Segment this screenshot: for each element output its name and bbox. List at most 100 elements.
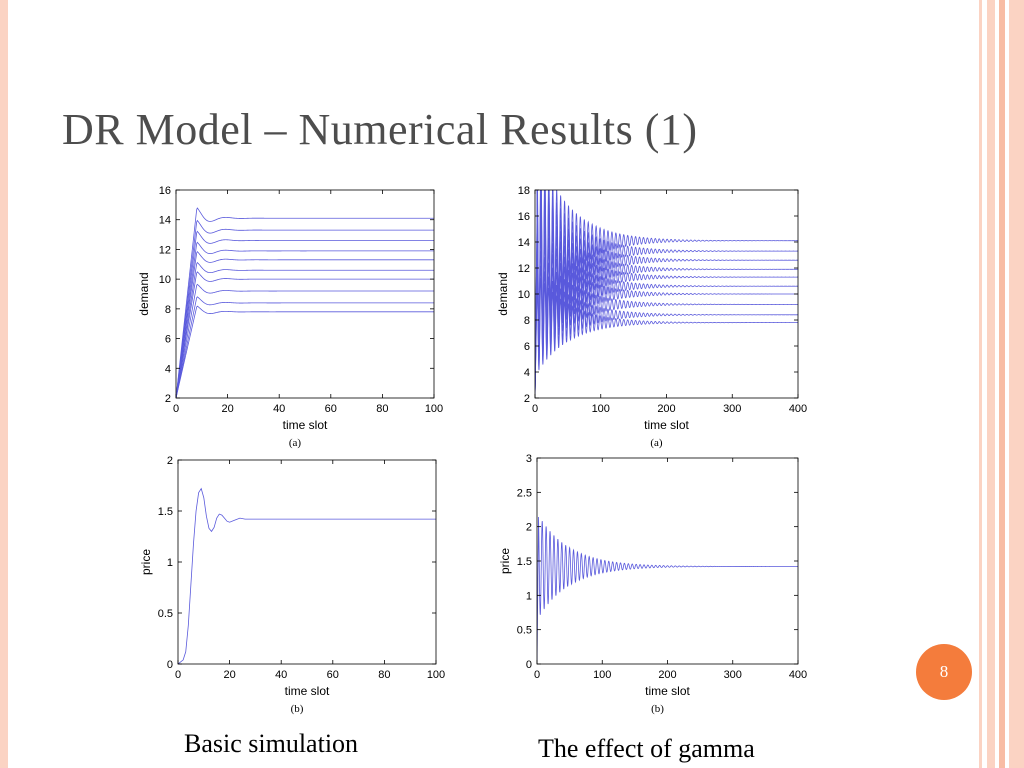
x-tick-label: 100 xyxy=(427,669,445,681)
slide-title: DR Model – Numerical Results (1) xyxy=(62,105,698,154)
x-tick-label: 200 xyxy=(658,669,676,681)
x-tick-label: 100 xyxy=(592,403,610,415)
y-tick-label: 4 xyxy=(165,363,171,375)
x-tick-label: 40 xyxy=(275,669,287,681)
y-tick-label: 14 xyxy=(159,215,171,227)
plot-frame xyxy=(175,189,435,399)
y-tick-label: 14 xyxy=(518,237,530,249)
y-axis-label: price xyxy=(498,548,512,574)
y-axis-label: demand xyxy=(137,272,151,315)
x-tick-label: 0 xyxy=(175,669,181,681)
series-line-7 xyxy=(535,191,798,398)
series-line-4 xyxy=(535,230,798,398)
y-tick-label: 2.5 xyxy=(517,487,532,499)
page-number-badge: 8 xyxy=(916,644,972,700)
x-tick-label: 400 xyxy=(789,403,807,415)
series-line-7 xyxy=(176,241,434,398)
basic-demand-plot: 0 20 40 60 80 100 2 4 6 8 10 12 14 16 time slot demand (… xyxy=(136,180,456,458)
series-line-3 xyxy=(176,283,434,398)
x-tick-label: 60 xyxy=(327,669,339,681)
y-tick-label: 3 xyxy=(526,453,532,465)
x-tick-label: 0 xyxy=(534,669,540,681)
basic-price-plot: 0 20 40 60 80 100 0 0.5 1 1.5 2 time slot price (b) xyxy=(136,452,456,724)
series-line-5 xyxy=(535,217,798,398)
y-tick-label: 12 xyxy=(518,263,530,275)
basic-price-chart: 0 20 40 60 80 100 0 0.5 1 1.5 2 time slot price (b) xyxy=(139,455,445,715)
caption-effect-of-gamma: The effect of gamma xyxy=(538,734,755,763)
y-tick-label: 0.5 xyxy=(517,625,532,637)
x-tick-label: 20 xyxy=(221,403,233,415)
series-line-8 xyxy=(176,230,434,398)
series-line-1 xyxy=(537,516,798,664)
series-line-3 xyxy=(535,245,798,398)
x-tick-label: 20 xyxy=(223,669,235,681)
y-tick-label: 2 xyxy=(167,455,173,467)
y-tick-label: 6 xyxy=(165,334,171,346)
series-line-9 xyxy=(176,219,434,398)
caption-basic-simulation: Basic simulation xyxy=(184,729,359,758)
plot-frame xyxy=(177,459,437,665)
series-line-2 xyxy=(535,261,798,398)
basic-demand-chart: 0 20 40 60 80 100 2 4 6 8 10 12 14 16 time slot demand (… xyxy=(137,185,443,449)
series-line-1 xyxy=(178,487,436,664)
y-axis-label: demand xyxy=(496,272,510,315)
x-tick-label: 80 xyxy=(376,403,388,415)
y-tick-label: 8 xyxy=(524,315,530,327)
series-line-1 xyxy=(535,273,798,398)
gamma-price-plot: 0 100 200 300 400 0 0.5 1 1.5 2 2.5 3 time slot price… xyxy=(488,448,818,724)
y-tick-label: 2 xyxy=(526,522,532,534)
y-axis-label: price xyxy=(139,549,153,575)
x-axis-label: time slot xyxy=(283,418,328,432)
x-tick-label: 300 xyxy=(724,669,742,681)
x-axis-label: time slot xyxy=(645,684,690,698)
left-border xyxy=(0,0,8,768)
y-tick-label: 16 xyxy=(518,211,530,223)
subfigure-label: (a) xyxy=(650,437,663,449)
x-tick-label: 300 xyxy=(723,403,741,415)
x-tick-label: 200 xyxy=(657,403,675,415)
x-tick-label: 100 xyxy=(593,669,611,681)
y-tick-label: 18 xyxy=(518,185,530,197)
series-line-6 xyxy=(535,204,798,398)
series-group xyxy=(176,207,434,398)
series-line-5 xyxy=(176,261,434,398)
y-tick-label: 2 xyxy=(524,393,530,405)
plot-frame xyxy=(536,457,799,665)
series-line-1 xyxy=(176,305,434,398)
x-tick-label: 60 xyxy=(325,403,337,415)
x-axis-label: time slot xyxy=(285,684,330,698)
gamma-demand-chart: 0 100 200 300 400 2 4 6 8 10 12 14 16 18 time slot dema… xyxy=(496,185,807,449)
x-tick-label: 0 xyxy=(532,403,538,415)
subfigure-label: (a) xyxy=(289,437,302,449)
series-line-10 xyxy=(535,190,798,398)
y-tick-label: 0 xyxy=(526,659,532,671)
y-tick-label: 12 xyxy=(159,244,171,256)
y-tick-label: 8 xyxy=(165,304,171,316)
y-tick-label: 10 xyxy=(159,274,171,286)
y-tick-label: 16 xyxy=(159,185,171,197)
series-line-10 xyxy=(176,207,434,398)
series-line-2 xyxy=(176,296,434,398)
y-tick-label: 1 xyxy=(526,590,532,602)
series-line-8 xyxy=(535,190,798,398)
gamma-price-chart: 0 100 200 300 400 0 0.5 1 1.5 2 2.5 3 time slot price… xyxy=(498,453,807,715)
right-decorative-stripes xyxy=(979,0,1024,768)
series-line-4 xyxy=(176,271,434,398)
y-tick-label: 1 xyxy=(167,557,173,569)
x-tick-label: 80 xyxy=(378,669,390,681)
y-tick-label: 4 xyxy=(524,367,530,379)
series-group xyxy=(537,516,798,664)
series-group xyxy=(535,190,798,398)
y-tick-label: 1.5 xyxy=(517,556,532,568)
y-tick-label: 10 xyxy=(518,289,530,301)
x-tick-label: 400 xyxy=(789,669,807,681)
x-tick-label: 100 xyxy=(425,403,443,415)
subfigure-label: (b) xyxy=(651,703,664,715)
subfigure-label: (b) xyxy=(291,703,304,715)
series-group xyxy=(178,487,436,664)
y-tick-label: 0.5 xyxy=(158,608,173,620)
gamma-demand-plot: 0 100 200 300 400 2 4 6 8 10 12 14 16 18 time slot dema… xyxy=(488,180,818,458)
x-axis-label: time slot xyxy=(644,418,689,432)
y-tick-label: 2 xyxy=(165,393,171,405)
y-tick-label: 1.5 xyxy=(158,506,173,518)
